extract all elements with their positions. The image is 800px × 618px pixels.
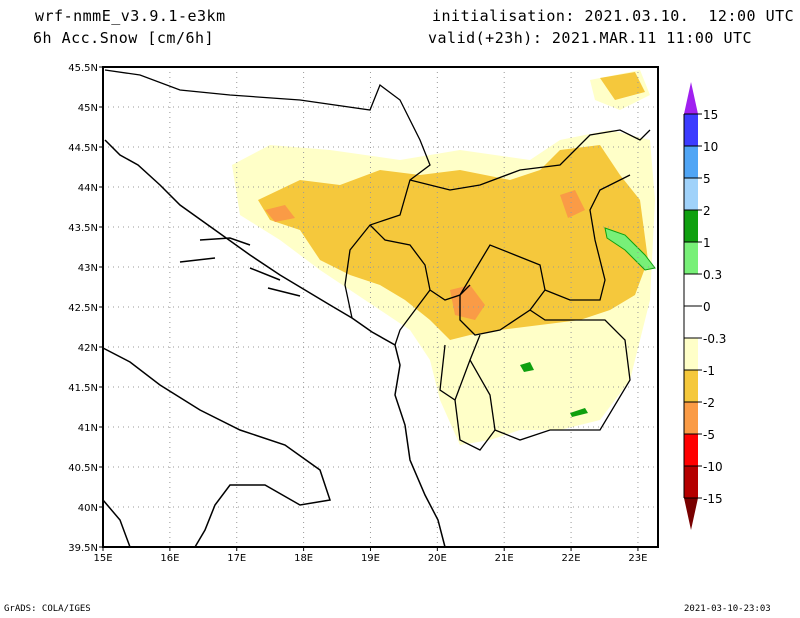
legend-label: -1 [703, 364, 715, 378]
model-title: wrf-nmmE_v3.9.1-e3km [35, 7, 226, 25]
lon-label: 22E [562, 553, 581, 564]
legend-swatch [684, 306, 698, 338]
legend-swatch [684, 146, 698, 178]
lon-label: 18E [294, 553, 313, 564]
legend-swatch [684, 402, 698, 434]
lon-label: 20E [428, 553, 447, 564]
legend-swatch [684, 114, 698, 146]
snow-field [232, 70, 656, 445]
legend-swatch [684, 434, 698, 466]
legend-swatch [684, 466, 698, 498]
lat-label: 45N [78, 103, 98, 114]
legend-swatch [684, 242, 698, 274]
footer-credit: GrADS: COLA/IGES [4, 604, 91, 614]
lat-label: 44.5N [68, 143, 98, 154]
lon-label: 17E [227, 553, 246, 564]
legend-swatch [684, 178, 698, 210]
snow-positive-green-2 [520, 362, 534, 372]
color-legend: 15 10 5 2 1 0.3 0 -0.3 -1 -2 -5 -10 -15 [683, 82, 726, 530]
legend-label: -15 [703, 492, 723, 506]
legend-label: 10 [703, 140, 718, 154]
legend-label: 5 [703, 172, 711, 186]
legend-arrow-top [684, 82, 698, 114]
snow-positive-green [604, 227, 656, 271]
snow-area-heavy-3 [560, 190, 585, 218]
legend-label: 0 [703, 300, 711, 314]
legend-label: -2 [703, 396, 715, 410]
lat-lon-grid [103, 67, 658, 547]
lat-label: 44N [78, 183, 98, 194]
variable-title: 6h Acc.Snow [cm/6h] [33, 29, 215, 47]
legend-label: -5 [703, 428, 715, 442]
snow-area-moderate-n [600, 72, 645, 100]
legend-arrow-bottom [684, 498, 698, 530]
lat-label: 43.5N [68, 223, 98, 234]
legend-label: 1 [703, 236, 711, 250]
valid-time: valid(+23h): 2021.MAR.11 11:00 UTC [428, 29, 753, 47]
legend-swatch [684, 338, 698, 370]
snow-positive-green-3 [570, 408, 588, 417]
lat-label: 41N [78, 423, 98, 434]
lon-label: 21E [495, 553, 514, 564]
lat-label: 39.5N [68, 543, 98, 554]
lon-label: 16E [160, 553, 179, 564]
country-borders [104, 69, 651, 451]
legend-swatch [684, 210, 698, 242]
legend-label: 0.3 [703, 268, 722, 282]
legend-label: -10 [703, 460, 723, 474]
lat-label: 42N [78, 343, 98, 354]
snow-area-heavy [450, 285, 485, 320]
longitude-labels: 15E 16E 17E 18E 19E 20E 21E 22E 23E [93, 547, 647, 564]
lat-label: 45.5N [68, 63, 98, 74]
lat-label: 40.5N [68, 463, 98, 474]
legend-swatch [684, 274, 698, 306]
lat-label: 40N [78, 503, 98, 514]
lon-label: 19E [361, 553, 380, 564]
snow-area-heavy-2 [265, 205, 295, 222]
legend-label: 15 [703, 108, 718, 122]
lat-label: 41.5N [68, 383, 98, 394]
latitude-labels: 45.5N 45N 44.5N 44N 43.5N 43N 42.5N 42N 41.5N 41N… [68, 63, 103, 554]
footer-timestamp: 2021-03-10-23:03 [684, 604, 771, 614]
legend-swatch [684, 370, 698, 402]
lon-label: 15E [93, 553, 112, 564]
lat-label: 42.5N [68, 303, 98, 314]
lon-label: 23E [628, 553, 647, 564]
coastlines [102, 139, 446, 548]
initialisation-time: initialisation: 2021.03.10. 12:00 UTC [432, 7, 795, 25]
legend-label: 2 [703, 204, 711, 218]
snow-area-moderate [258, 145, 648, 340]
lat-label: 43N [78, 263, 98, 274]
legend-label: -0.3 [703, 332, 726, 346]
